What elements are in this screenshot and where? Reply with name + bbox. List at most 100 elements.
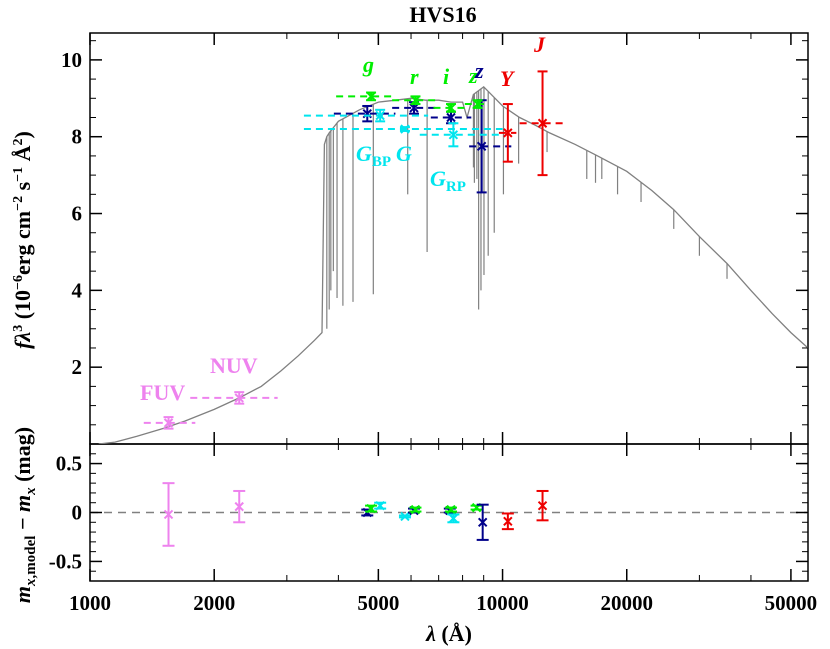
marker — [234, 501, 244, 512]
marker — [476, 141, 487, 152]
marker — [446, 103, 456, 113]
gbp-main: G — [356, 141, 372, 166]
phot-point-G — [303, 124, 503, 134]
y-tick-label-bottom: 0.5 — [56, 452, 82, 476]
x-tick-label: 20000 — [600, 591, 653, 615]
marker — [472, 99, 483, 109]
y-top-units-d: Å — [10, 145, 35, 167]
residual-point-G_BP — [374, 500, 387, 511]
y-bot-units: (mag) — [10, 427, 35, 487]
phot-point-g_ps — [336, 91, 394, 102]
gbp-sub: BP — [372, 154, 391, 170]
residual-point-z_sdss — [476, 503, 489, 541]
band-label-fuv: FUV — [140, 380, 185, 405]
grp-sub: RP — [446, 179, 466, 195]
chart-title: HVS16 — [409, 2, 476, 27]
residual-point-Y — [501, 512, 514, 531]
marker — [537, 500, 548, 511]
marker — [409, 103, 419, 113]
y-axis-label-top: fλ3 (10−6erg cm−2 s−1 Å2) — [10, 131, 35, 349]
marker — [163, 418, 174, 428]
phot-point-G_BP — [303, 108, 429, 123]
band-label-g: g — [362, 52, 374, 77]
marker — [366, 503, 376, 514]
residual-point-NUV — [233, 489, 246, 524]
y-tick-label-top: 4 — [72, 278, 83, 302]
phot-point-z_sdss — [469, 99, 512, 194]
residual-point-FUV — [162, 482, 175, 547]
x-units: (Å) — [436, 621, 472, 646]
band-label-gbp: GBP — [356, 141, 391, 170]
x-tick-label: 10000 — [476, 591, 529, 615]
y-tick-label-top: 2 — [72, 355, 83, 379]
x-tick-label: 5000 — [357, 591, 399, 615]
marker — [234, 393, 244, 403]
residual-point-J — [536, 489, 549, 522]
y-tick-label-top: 6 — [72, 202, 83, 226]
band-label-j: J — [533, 32, 546, 57]
y-top-exp3: 3 — [11, 325, 26, 332]
phot-point-Y — [498, 103, 517, 163]
marker — [375, 500, 385, 511]
y-tick-label-top: 10 — [61, 48, 82, 72]
marker — [410, 95, 421, 105]
y-top-units-c: s — [10, 181, 35, 196]
phot-point-FUV — [143, 416, 196, 430]
y-bot-sub1: x — [23, 578, 39, 587]
band-label-grp: GRP — [430, 166, 466, 195]
residual-point-r_ps — [409, 504, 422, 515]
residual-point-i_ps — [445, 504, 458, 515]
grp-main: G — [430, 166, 446, 191]
marker — [410, 504, 421, 515]
phot-point-i_ps — [433, 103, 469, 113]
residual-points — [90, 482, 808, 547]
residual-point-G — [398, 511, 411, 522]
phot-point-z_ps — [464, 99, 488, 109]
marker — [446, 504, 456, 515]
phot-point-NUV — [190, 391, 278, 405]
phot-point-r_ps — [392, 95, 437, 106]
y-top-exp-m1: −1 — [11, 167, 26, 182]
y-tick-label-top: 8 — [72, 125, 83, 149]
x-tick-label: 50000 — [765, 591, 818, 615]
marker — [400, 511, 410, 522]
y-bot-m1: m — [10, 586, 35, 603]
x-tick-label: 2000 — [193, 591, 235, 615]
x-axis-label: λ (Å) — [425, 621, 472, 646]
band-label-gaia-g: G — [396, 141, 412, 166]
y-bot-minus: − — [10, 512, 35, 536]
y-tick-label-bottom: 0 — [72, 501, 83, 525]
band-label-y: Y — [500, 66, 516, 91]
axis-ticks: 1000 2000 5000 10000 20000 50000 2 4 6 8 10 -0.5 0 0.… — [49, 33, 817, 615]
residual-point-g_ps — [365, 503, 378, 514]
y-top-units-a: (10 — [10, 290, 35, 325]
marker — [400, 124, 410, 134]
band-label-z-ps: z — [468, 63, 478, 88]
y-top-f: f — [10, 339, 35, 349]
y-bot-sub1b: ,model — [23, 536, 39, 579]
marker — [446, 112, 456, 123]
band-label-i: i — [443, 64, 450, 89]
marker — [503, 516, 513, 527]
photometry-points — [143, 70, 563, 430]
marker — [163, 509, 174, 520]
x-tick-label: 1000 — [69, 591, 111, 615]
y-bot-sub2: x — [23, 487, 39, 496]
sed-panel-frame — [89, 32, 809, 445]
marker — [537, 118, 548, 128]
band-label-z-sdss: z — [474, 58, 484, 83]
band-label-nuv: NUV — [210, 353, 258, 378]
y-bot-m2: m — [10, 495, 35, 512]
residual-point-G_RP — [447, 513, 460, 524]
marker — [366, 91, 376, 102]
marker — [375, 110, 385, 121]
band-labels: FUV NUV g r i z z Y J GBP G GRP — [140, 32, 546, 405]
x-lambda: λ — [425, 621, 436, 646]
y-top-lambda: λ — [10, 332, 35, 343]
y-top-exp-m2: −2 — [11, 196, 26, 211]
marker — [448, 513, 459, 524]
marker — [477, 517, 488, 527]
band-label-r: r — [410, 64, 419, 89]
y-top-units-e: ) — [10, 131, 35, 138]
